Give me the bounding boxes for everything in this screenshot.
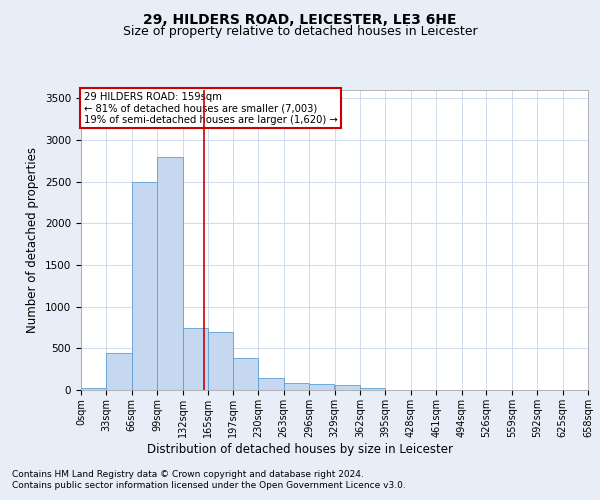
- Bar: [132, 182, 157, 390]
- Text: Size of property relative to detached houses in Leicester: Size of property relative to detached ho…: [122, 25, 478, 38]
- Bar: [183, 328, 208, 390]
- Bar: [157, 156, 183, 390]
- Text: 29 HILDERS ROAD: 159sqm
← 81% of detached houses are smaller (7,003)
19% of semi: 29 HILDERS ROAD: 159sqm ← 81% of detache…: [83, 92, 337, 124]
- Bar: [335, 385, 360, 390]
- Bar: [360, 388, 385, 390]
- Bar: [258, 378, 284, 390]
- Bar: [309, 384, 335, 390]
- Bar: [233, 358, 258, 390]
- Text: Contains public sector information licensed under the Open Government Licence v3: Contains public sector information licen…: [12, 481, 406, 490]
- Y-axis label: Number of detached properties: Number of detached properties: [26, 147, 40, 333]
- Bar: [106, 352, 132, 390]
- Text: Distribution of detached houses by size in Leicester: Distribution of detached houses by size …: [147, 442, 453, 456]
- Text: Contains HM Land Registry data © Crown copyright and database right 2024.: Contains HM Land Registry data © Crown c…: [12, 470, 364, 479]
- Bar: [208, 332, 233, 390]
- Bar: [81, 388, 106, 390]
- Bar: [284, 384, 309, 390]
- Text: 29, HILDERS ROAD, LEICESTER, LE3 6HE: 29, HILDERS ROAD, LEICESTER, LE3 6HE: [143, 12, 457, 26]
